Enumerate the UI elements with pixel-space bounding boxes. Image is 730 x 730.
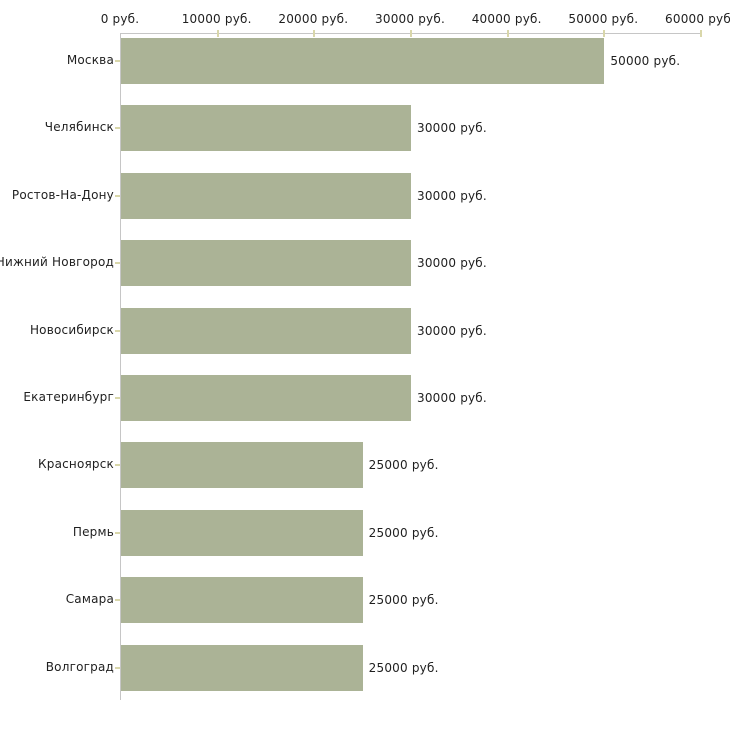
y-axis-tick-mark bbox=[115, 60, 120, 62]
bar bbox=[121, 375, 411, 421]
bar-value-label: 25000 руб. bbox=[368, 593, 439, 608]
bar bbox=[121, 105, 411, 152]
bar-value-label: 30000 руб. bbox=[417, 256, 487, 271]
bar-value-label: 25000 руб. bbox=[368, 660, 439, 675]
bar-value-label: 25000 руб. bbox=[368, 525, 439, 540]
bar bbox=[121, 38, 605, 84]
x-axis-tick-mark bbox=[313, 30, 316, 37]
bar-value-label: 30000 руб. bbox=[417, 391, 487, 405]
category-label: Ростов-На-Дону bbox=[11, 187, 114, 202]
x-axis-tick-label: 30000 руб. bbox=[375, 12, 445, 26]
y-axis-tick-mark bbox=[115, 127, 120, 130]
x-axis-tick-label: 10000 руб. bbox=[181, 12, 252, 26]
bar-value-label: 30000 руб. bbox=[417, 121, 487, 136]
x-axis-tick-label: 40000 руб. bbox=[471, 12, 542, 26]
bar-value-label: 30000 руб. bbox=[417, 323, 487, 338]
category-label: Екатеринбург bbox=[23, 390, 114, 404]
y-axis-tick-mark bbox=[115, 531, 120, 534]
x-axis-tick-label: 60000 руб. bbox=[665, 12, 730, 26]
bar bbox=[121, 172, 411, 219]
category-label: Челябинск bbox=[44, 120, 114, 135]
x-axis-tick-label: 50000 руб. bbox=[568, 12, 639, 26]
category-label: Нижний Новгород bbox=[0, 255, 114, 270]
category-label: Волгоград bbox=[45, 659, 114, 674]
bar-value-label: 50000 руб. bbox=[610, 54, 681, 68]
category-label: Новосибирск bbox=[29, 322, 114, 337]
category-label: Москва bbox=[66, 53, 114, 67]
y-axis-tick-mark bbox=[115, 464, 120, 467]
bar bbox=[121, 240, 411, 287]
bar bbox=[121, 577, 363, 624]
y-axis-tick-mark bbox=[115, 262, 120, 265]
y-axis-tick-mark bbox=[115, 329, 120, 332]
bar-value-label: 25000 руб. bbox=[368, 458, 439, 473]
x-axis-tick-mark bbox=[506, 30, 509, 37]
x-axis-tick-mark bbox=[603, 30, 606, 37]
category-label: Пермь bbox=[72, 524, 114, 539]
y-axis-tick-mark bbox=[115, 599, 120, 602]
x-axis-tick-label: 0 руб. bbox=[100, 12, 140, 26]
y-axis-tick-mark bbox=[115, 666, 120, 669]
bar bbox=[121, 307, 411, 354]
category-label: Красноярск bbox=[38, 457, 114, 472]
bar bbox=[121, 509, 363, 556]
x-axis-tick-mark bbox=[216, 30, 219, 37]
plot-area: 50000 руб. 30000 руб. 30000 руб. 30000 руб.… bbox=[115, 30, 702, 700]
x-axis-tick-mark bbox=[700, 30, 702, 37]
bar-value-label: 30000 руб. bbox=[417, 188, 487, 203]
x-axis-tick-label: 20000 руб. bbox=[278, 12, 349, 26]
x-axis-tick-mark bbox=[410, 30, 412, 37]
bar bbox=[121, 442, 363, 489]
bar bbox=[121, 644, 363, 691]
category-label: Самара bbox=[65, 592, 114, 607]
y-axis-tick-mark bbox=[115, 194, 120, 197]
y-axis-tick-mark bbox=[115, 397, 120, 399]
